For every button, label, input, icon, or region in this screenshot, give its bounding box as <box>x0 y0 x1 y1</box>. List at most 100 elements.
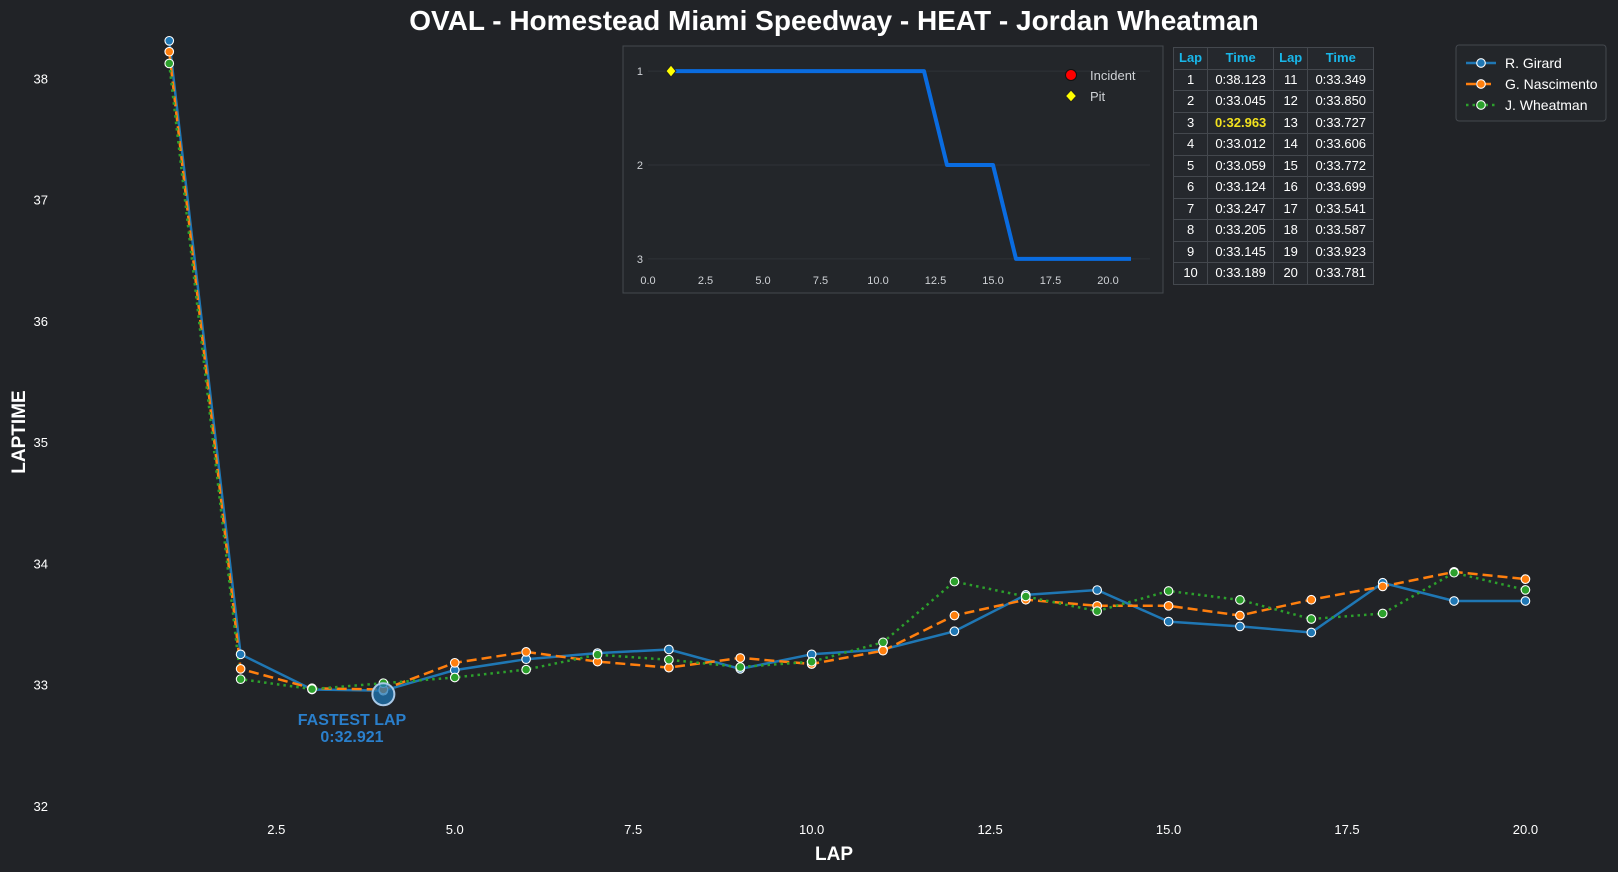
header-time-2: Time <box>1307 47 1375 70</box>
lap-number-cell: 7 <box>1172 197 1209 220</box>
inset-y-tick-label: 2 <box>637 160 643 172</box>
legend-label: J. Wheatman <box>1505 97 1587 113</box>
data-point <box>307 684 317 694</box>
chart-title: OVAL - Homestead Miami Speedway - HEAT -… <box>409 5 1259 36</box>
lap-time-cell: 0:33.606 <box>1307 133 1375 156</box>
data-point <box>164 58 175 69</box>
inset-x-tick-label: 2.5 <box>698 275 713 287</box>
inset-x-tick-label: 20.0 <box>1097 275 1118 287</box>
lap-number-cell: 4 <box>1172 133 1209 156</box>
data-point <box>735 662 746 672</box>
data-point <box>1449 596 1459 606</box>
lap-number-cell: 8 <box>1172 219 1209 242</box>
header-lap-1: Lap <box>1172 47 1209 70</box>
table-header-row: Lap Time Lap Time <box>1172 47 1375 70</box>
x-tick-label: 12.5 <box>977 822 1002 837</box>
data-point <box>592 649 603 660</box>
x-tick-label: 17.5 <box>1334 822 1359 837</box>
inset-x-tick-label: 17.5 <box>1040 275 1061 287</box>
data-point <box>1449 567 1459 578</box>
lap-time-cell: 0:33.012 <box>1207 133 1275 156</box>
lap-number-cell: 11 <box>1273 68 1309 91</box>
y-tick-label: 38 <box>34 71 48 86</box>
lap-number-cell: 14 <box>1273 133 1309 156</box>
data-point <box>806 656 817 667</box>
inset-x-tick-label: 5.0 <box>755 275 770 287</box>
table-row: 4 0:33.012 14 0:33.606 <box>1172 133 1375 156</box>
data-point <box>235 674 246 685</box>
data-point <box>235 649 246 660</box>
data-point <box>735 653 746 663</box>
data-point <box>1377 581 1388 592</box>
data-point <box>521 664 531 675</box>
y-tick-label: 35 <box>34 435 48 450</box>
data-point <box>449 657 460 668</box>
lap-time-cell: 0:33.124 <box>1207 176 1275 199</box>
x-tick-label: 10.0 <box>799 822 824 837</box>
data-point <box>1235 610 1245 621</box>
main-legend: R. Girard G. Nascimento J. Wheatman <box>1455 44 1607 122</box>
lap-number-cell: 19 <box>1273 240 1309 263</box>
position-line <box>671 69 1131 261</box>
table-row: 3 0:32.963 13 0:33.727 <box>1172 111 1375 134</box>
data-point <box>1020 591 1031 602</box>
lap-time-cell: 0:33.045 <box>1207 90 1275 113</box>
lap-number-cell: 1 <box>1172 68 1209 91</box>
lap-time-cell: 0:33.587 <box>1307 219 1375 242</box>
table-row: 6 0:33.124 16 0:33.699 <box>1172 176 1375 199</box>
table-row: 10 0:33.189 20 0:33.781 <box>1172 262 1375 285</box>
lap-number-cell: 10 <box>1172 262 1209 285</box>
data-point <box>949 626 960 637</box>
lap-number-cell: 5 <box>1172 154 1209 177</box>
legend-label: R. Girard <box>1505 55 1562 71</box>
table-row: 7 0:33.247 17 0:33.541 <box>1172 197 1375 220</box>
data-point <box>164 35 175 46</box>
y-tick-label: 37 <box>34 193 48 208</box>
inset-x-tick-label: 7.5 <box>813 275 828 287</box>
lap-time-cell: 0:32.963 <box>1207 111 1275 134</box>
y-tick-label: 32 <box>34 799 48 814</box>
fastest-lap-label: FASTEST LAP <box>298 712 407 729</box>
lap-time-cell: 0:33.145 <box>1207 240 1275 263</box>
pit-legend-icon <box>1064 89 1078 103</box>
data-point <box>664 662 674 673</box>
series-line-1 <box>167 40 1526 692</box>
data-point <box>949 576 960 587</box>
inset-legend-label: Incident <box>1090 68 1136 83</box>
data-point <box>1092 606 1103 616</box>
lap-time-cell: 0:33.727 <box>1307 111 1375 134</box>
lap-times-table: Lap Time Lap Time 1 0:38.123 11 0:33.349 2 0:… <box>1172 47 1375 285</box>
data-point <box>1520 596 1531 606</box>
data-point <box>1163 600 1174 611</box>
data-point <box>1306 594 1317 605</box>
fastest-lap-annotation: FASTEST LAP 0:32.921 <box>298 712 407 746</box>
lap-time-cell: 0:33.205 <box>1207 219 1275 242</box>
data-point <box>949 610 960 621</box>
legend-label: G. Nascimento <box>1505 76 1598 92</box>
lap-time-cell: 0:33.850 <box>1307 90 1375 113</box>
lap-time-cell: 0:33.541 <box>1307 197 1375 220</box>
inset-x-tick-label: 10.0 <box>867 275 888 287</box>
fastest-lap-time: 0:32.921 <box>320 729 383 746</box>
table-row: 8 0:33.205 18 0:33.587 <box>1172 219 1375 242</box>
inset-x-tick-label: 0.0 <box>640 275 655 287</box>
inset-y-tick-label: 1 <box>637 66 643 78</box>
lap-time-cell: 0:33.772 <box>1307 154 1375 177</box>
lap-time-cell: 0:38.123 <box>1207 68 1275 91</box>
data-point <box>1520 585 1531 595</box>
data-point <box>449 672 460 683</box>
lap-time-cell: 0:33.781 <box>1307 262 1375 285</box>
data-point <box>521 647 531 657</box>
inset-x-tick-label: 15.0 <box>982 275 1003 287</box>
x-tick-label: 7.5 <box>624 822 642 837</box>
lap-number-cell: 2 <box>1172 90 1209 113</box>
series-line-3 <box>167 63 1526 691</box>
lap-number-cell: 13 <box>1273 111 1309 134</box>
x-tick-label: 2.5 <box>267 822 285 837</box>
legend-marker <box>1476 100 1486 110</box>
data-point <box>164 46 175 57</box>
inset-legend-label: Pit <box>1090 89 1106 104</box>
y-axis-label: LAPTIME <box>9 390 30 473</box>
header-time-1: Time <box>1207 47 1275 70</box>
header-lap-2: Lap <box>1273 47 1309 70</box>
